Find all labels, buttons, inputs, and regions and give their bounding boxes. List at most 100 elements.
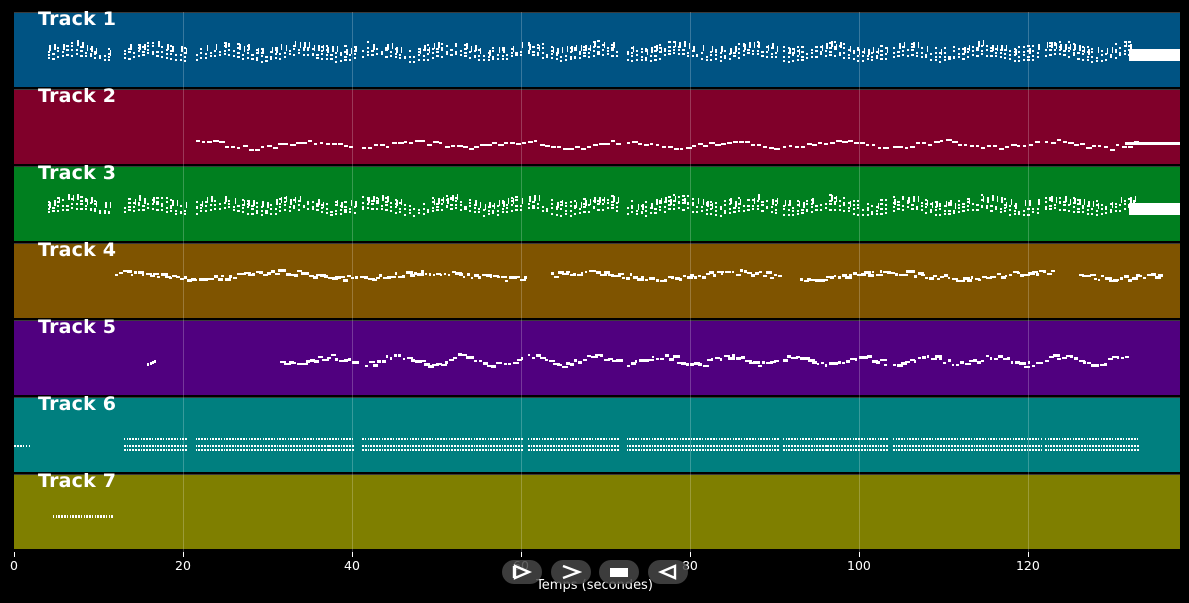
note: [584, 270, 588, 274]
note: [527, 438, 530, 441]
note: [265, 445, 268, 447]
note: [673, 40, 676, 43]
note: [126, 270, 132, 273]
track-7[interactable]: Track 7: [14, 470, 1180, 549]
note: [1029, 48, 1031, 55]
note: [1028, 144, 1033, 147]
note: [752, 207, 755, 210]
note: [475, 199, 477, 206]
note: [94, 208, 97, 211]
note: [892, 449, 895, 451]
note: [1004, 203, 1007, 206]
note: [161, 202, 164, 205]
note: [799, 449, 802, 451]
note: [597, 200, 600, 203]
note: [728, 52, 731, 55]
track-6[interactable]: Track 6: [14, 393, 1180, 472]
note: [671, 276, 674, 279]
note: [1129, 49, 1180, 61]
note: [1134, 449, 1136, 451]
note: [885, 47, 888, 50]
note: [432, 363, 440, 367]
note: [574, 55, 577, 58]
note: [915, 54, 919, 57]
note: [926, 438, 928, 441]
note: [796, 54, 799, 57]
note: [239, 43, 241, 50]
note: [957, 204, 960, 207]
note: [389, 54, 393, 57]
note: [520, 208, 523, 211]
piano-roll-area[interactable]: Track 1 Track 2 Track 3 Track 4 Track 5 Track…: [14, 8, 1180, 552]
note: [785, 445, 788, 447]
note: [583, 45, 586, 48]
note: [967, 208, 970, 211]
note: [1106, 449, 1108, 451]
note: [145, 272, 152, 276]
note: [951, 363, 954, 367]
note: [1100, 208, 1103, 211]
rewind-button[interactable]: [648, 560, 688, 584]
note: [782, 45, 786, 48]
note: [284, 449, 287, 451]
note: [1053, 354, 1061, 357]
note: [564, 204, 568, 207]
note: [138, 271, 144, 274]
note: [1013, 51, 1016, 54]
note: [440, 438, 442, 441]
note: [926, 46, 929, 53]
note: [220, 438, 223, 441]
note: [335, 212, 338, 215]
track-3[interactable]: Track 3: [14, 162, 1180, 241]
note: [693, 45, 695, 52]
note: [105, 202, 107, 209]
track-1[interactable]: Track 1: [14, 8, 1180, 87]
note: [616, 445, 619, 447]
note: [134, 445, 137, 447]
note: [55, 515, 58, 518]
note: [47, 53, 50, 56]
note: [585, 45, 587, 52]
note: [732, 270, 735, 274]
track-2[interactable]: Track 2: [14, 85, 1180, 164]
note: [768, 147, 774, 150]
stop-button[interactable]: [599, 560, 639, 584]
skip-start-button[interactable]: [502, 560, 542, 584]
note: [707, 449, 710, 451]
note: [532, 201, 535, 203]
note: [344, 206, 347, 209]
note: [632, 140, 639, 143]
note: [826, 43, 828, 50]
note: [931, 202, 934, 209]
note: [603, 358, 611, 362]
note: [892, 206, 895, 209]
note: [782, 359, 789, 362]
note: [714, 206, 718, 209]
note: [679, 148, 684, 151]
note: [871, 144, 876, 147]
note: [588, 210, 591, 213]
note: [605, 445, 608, 447]
note: [389, 50, 393, 53]
note: [84, 200, 88, 203]
note: [298, 438, 301, 441]
note: [257, 47, 260, 54]
note: [184, 59, 187, 62]
track-5[interactable]: Track 5: [14, 316, 1180, 395]
note: [1116, 356, 1120, 359]
note: [719, 214, 722, 217]
note: [730, 48, 732, 55]
track-4[interactable]: Track 4: [14, 239, 1180, 318]
note: [682, 53, 685, 56]
note: [810, 199, 813, 202]
note: [58, 515, 61, 518]
note: [994, 205, 998, 208]
play-button[interactable]: [551, 560, 591, 584]
note: [371, 202, 374, 205]
note: [366, 46, 369, 49]
note: [288, 205, 291, 208]
note: [799, 357, 806, 360]
note: [373, 445, 376, 447]
note: [844, 438, 846, 441]
note: [599, 354, 603, 357]
